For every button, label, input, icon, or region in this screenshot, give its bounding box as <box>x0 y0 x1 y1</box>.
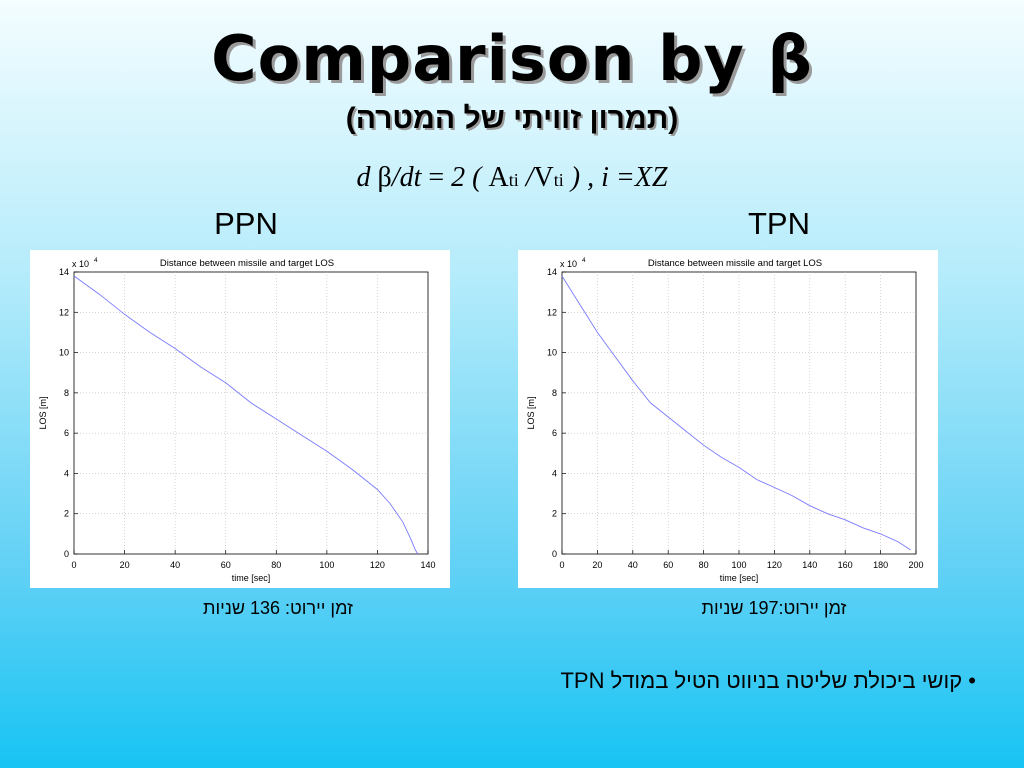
formula-eq: = <box>421 162 452 193</box>
tpn-xlabel: time [sec] <box>720 573 759 583</box>
ppn-ytick-label: 10 <box>59 348 69 358</box>
ppn-series-line <box>73 275 419 555</box>
tpn-chart-title: Distance between missile and target LOS <box>648 258 822 269</box>
tpn-xtick-label: 20 <box>592 560 602 570</box>
tpn-xtick-label: 0 <box>559 560 564 570</box>
tpn-chart-svg: 0 20 40 60 80 100 120 140 160 180 200 0 2 4 6 8 10 12 14 Di… <box>526 257 924 583</box>
tpn-exponent-power: 4 <box>582 257 586 264</box>
tpn-xtick-label: 40 <box>628 560 638 570</box>
ppn-xtick-label: 20 <box>120 560 130 570</box>
tpn-xtick-label: 100 <box>731 560 746 570</box>
ppn-xtick-label: 140 <box>420 560 435 570</box>
tpn-exponent-label: x 10 <box>560 259 577 269</box>
formula-i: i =XZ <box>601 162 668 193</box>
tpn-ytick-label: 4 <box>552 468 557 478</box>
formula: d β/dt = 2 ( Ati /Vti ) , i =XZ <box>0 162 1024 194</box>
tpn-ytick-label: 6 <box>552 428 557 438</box>
tpn-ytick-label: 8 <box>552 388 557 398</box>
slide-title: Comparison by β <box>211 22 813 95</box>
formula-beta: β <box>377 162 392 193</box>
ppn-xtick-label: 40 <box>170 560 180 570</box>
ppn-exponent-label: x 10 <box>72 259 89 269</box>
tpn-ytick-label: 2 <box>552 509 557 519</box>
ppn-chart-title: Distance between missile and target LOS <box>160 258 334 269</box>
tpn-xtick-label: 180 <box>873 560 888 570</box>
ppn-xtick-label: 100 <box>319 560 334 570</box>
formula-d: d <box>356 162 378 193</box>
ppn-ylabel: LOS [m] <box>38 396 48 429</box>
formula-V: V <box>533 162 554 193</box>
tpn-ylabel: LOS [m] <box>526 396 536 429</box>
ppn-chart: 0 20 40 60 80 100 120 140 0 2 4 6 8 10 12 14 Distance be… <box>30 250 450 588</box>
tpn-ytick-label: 14 <box>547 267 557 277</box>
bullet-note: • קושי ביכולת שליטה בניווט הטיל במודל TP… <box>560 668 976 693</box>
formula-dt: /dt <box>391 162 422 193</box>
ppn-ytick-label: 6 <box>64 428 69 438</box>
tpn-xtick-label: 80 <box>699 560 709 570</box>
ppn-xtick-label: 80 <box>271 560 281 570</box>
ppn-ytick-label: 2 <box>64 509 69 519</box>
ppn-ytick-label: 4 <box>64 468 69 478</box>
formula-comma: , <box>587 162 602 193</box>
ppn-xtick-label: 120 <box>370 560 385 570</box>
ppn-exponent-power: 4 <box>94 257 98 264</box>
ppn-plot-area <box>73 271 429 555</box>
ppn-xtick-label: 60 <box>221 560 231 570</box>
tpn-chart: 0 20 40 60 80 100 120 140 160 180 200 0 2 4 6 8 10 12 14 Di… <box>518 250 938 588</box>
formula-slash: / <box>518 162 534 193</box>
tpn-series-line <box>561 275 911 551</box>
formula-two: 2 ( <box>451 162 489 193</box>
tpn-xtick-label: 160 <box>838 560 853 570</box>
formula-V-sub: ti <box>553 170 564 190</box>
ppn-ytick-label: 12 <box>59 307 69 317</box>
ppn-ytick-label: 0 <box>64 549 69 559</box>
tpn-xtick-label: 200 <box>908 560 923 570</box>
tpn-xtick-label: 140 <box>802 560 817 570</box>
ppn-ytick-label: 14 <box>59 267 69 277</box>
ppn-xlabel: time [sec] <box>232 573 271 583</box>
tpn-xtick-label: 120 <box>767 560 782 570</box>
ppn-caption: זמן יירוט: 136 שניות <box>203 598 353 618</box>
formula-A-sub: ti <box>508 170 519 190</box>
ppn-xtick-label: 0 <box>71 560 76 570</box>
formula-tail: ) <box>563 162 588 193</box>
tpn-label: TPN <box>748 206 810 241</box>
slide-subtitle: (תמרון זוויתי של המטרה) <box>345 102 679 135</box>
ppn-chart-svg: 0 20 40 60 80 100 120 140 0 2 4 6 8 10 12 14 Distance be… <box>38 257 436 583</box>
formula-A: A <box>488 162 509 193</box>
tpn-ytick-label: 12 <box>547 307 557 317</box>
tpn-caption: זמן יירוט:197 שניות <box>701 598 847 618</box>
ppn-ytick-label: 8 <box>64 388 69 398</box>
ppn-label: PPN <box>214 206 278 241</box>
tpn-ytick-label: 10 <box>547 348 557 358</box>
tpn-ytick-label: 0 <box>552 549 557 559</box>
tpn-xtick-label: 60 <box>663 560 673 570</box>
